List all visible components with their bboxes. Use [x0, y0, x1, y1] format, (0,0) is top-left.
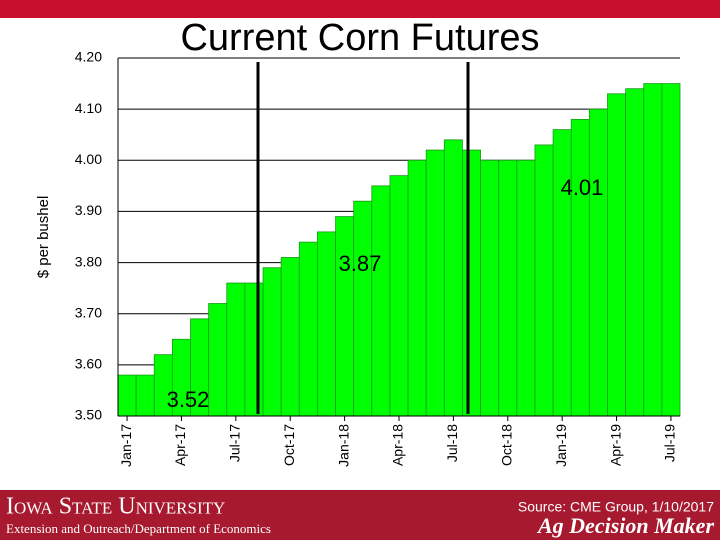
annotation: 3.52 — [167, 387, 210, 412]
plot-area: 3.50 3.60 3.70 3.80 3.90 4.00 4.10 4.20 Jan-17 Ap… — [75, 49, 681, 467]
step-bar — [607, 93, 627, 417]
university-name: Iowa State University — [6, 494, 225, 520]
step-bar — [625, 88, 645, 417]
x-tick-label: Apr-19 — [607, 424, 623, 466]
step-bar — [389, 175, 409, 417]
step-bar — [498, 159, 518, 417]
x-tick-label: Oct-18 — [498, 424, 514, 466]
step-bar — [462, 149, 481, 417]
annotation: 3.87 — [339, 251, 382, 276]
source: Source: CME Group, 1/10/2017 — [518, 499, 714, 515]
step-bar — [226, 282, 246, 417]
footer-band — [0, 490, 720, 540]
step-bar — [443, 139, 463, 417]
x-tick-label: Jan-18 — [335, 424, 351, 467]
y-tick-label: 3.60 — [75, 356, 102, 372]
y-tick-label: 3.80 — [75, 253, 102, 269]
y-tick-label: 3.70 — [75, 304, 102, 320]
step-bar — [298, 241, 318, 417]
step-bar — [425, 149, 445, 417]
y-tick-label: 4.20 — [75, 49, 102, 65]
x-tick-label: Apr-18 — [390, 424, 406, 466]
annotation: 4.01 — [561, 175, 604, 200]
step-bar — [643, 83, 663, 417]
y-tick-label: 4.00 — [75, 151, 102, 167]
step-bar — [244, 282, 264, 417]
y-axis-label: $ per bushel — [35, 196, 52, 279]
step-bar — [407, 159, 427, 417]
x-tick-label: Jan-17 — [118, 424, 134, 467]
step-bar — [117, 374, 137, 417]
step-bar — [335, 216, 355, 417]
y-tick-label: 3.50 — [75, 407, 102, 423]
step-bar — [552, 129, 572, 417]
x-tick-label: Oct-17 — [281, 424, 297, 466]
step-bar — [208, 303, 228, 417]
step-bar — [280, 257, 300, 417]
chart-title: Current Corn Futures — [180, 17, 539, 59]
x-tick-label: Jul-18 — [444, 424, 460, 462]
step-bar — [480, 159, 500, 417]
department: Extension and Outreach/Department of Eco… — [6, 521, 271, 536]
step-bar — [262, 267, 282, 417]
step-bar — [317, 231, 336, 417]
step-bar — [588, 108, 608, 417]
brand: Ag Decision Maker — [536, 513, 714, 538]
y-tick-label: 4.10 — [75, 100, 102, 116]
x-tick-label: Jul-17 — [227, 424, 243, 462]
step-bar — [371, 185, 391, 417]
step-bar — [353, 200, 373, 417]
x-tick-label: Jan-19 — [553, 424, 569, 467]
step-bar — [516, 159, 536, 417]
step-bar — [661, 83, 681, 417]
y-tick-label: 3.90 — [75, 202, 102, 218]
x-tick-label: Apr-17 — [172, 424, 188, 466]
step-bar — [534, 144, 554, 417]
step-bar — [135, 374, 155, 417]
top-band — [0, 0, 720, 18]
step-bar — [570, 118, 590, 417]
x-tick-label: Jul-19 — [662, 424, 678, 462]
